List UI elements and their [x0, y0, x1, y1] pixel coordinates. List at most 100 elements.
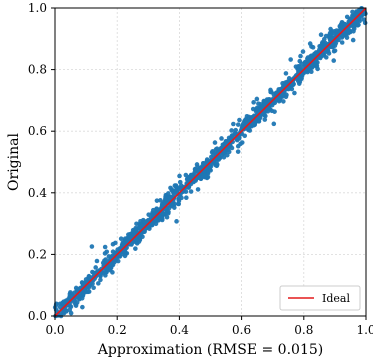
scatter-point — [209, 150, 215, 155]
scatter-point — [350, 9, 355, 15]
scatter-point — [163, 211, 168, 216]
scatter-point — [137, 225, 142, 231]
scatter-point — [174, 219, 179, 224]
scatter-point — [305, 68, 310, 73]
scatter-point — [204, 158, 210, 164]
scatter-point — [68, 310, 74, 316]
scatter-point — [73, 302, 78, 307]
scatter-point — [208, 168, 213, 173]
scatter-point — [309, 64, 314, 70]
scatter-point — [256, 119, 262, 124]
scatter-point — [129, 242, 134, 247]
scatter-point — [299, 75, 304, 81]
scatter-point — [166, 191, 171, 196]
scatter-point — [251, 100, 256, 105]
scatter-point — [81, 291, 86, 296]
scatter-point — [98, 277, 103, 283]
scatter-point — [154, 211, 160, 217]
scatter-point — [115, 258, 121, 264]
scatter-point — [263, 113, 268, 119]
scatter-point — [154, 198, 160, 203]
scatter-point — [96, 281, 101, 286]
scatter-point — [133, 246, 138, 251]
y-tick-label: 0.0 — [28, 309, 47, 323]
scatter-point — [297, 79, 303, 85]
scatter-point — [271, 121, 277, 127]
scatter-point — [69, 293, 74, 298]
scatter-point — [102, 244, 108, 250]
scatter-point — [283, 80, 288, 85]
scatter-point — [80, 281, 86, 286]
scatter-point — [269, 89, 274, 95]
scatter-point — [195, 187, 201, 192]
scatter-point — [176, 198, 182, 204]
scatter-point — [240, 124, 245, 129]
scatter-point — [229, 145, 235, 151]
scatter-point — [67, 303, 73, 308]
scatter-point — [212, 140, 218, 145]
scatter-point — [237, 117, 242, 123]
scatter-point — [284, 92, 289, 98]
scatter-point — [250, 106, 256, 112]
scatter-point — [298, 53, 303, 59]
scatter-point — [332, 48, 338, 53]
scatter-point — [183, 189, 189, 194]
scatter-point — [292, 90, 297, 96]
scatter-point — [73, 285, 79, 291]
scatter-point — [194, 168, 199, 174]
scatter-point — [235, 143, 241, 149]
scatter-point — [104, 249, 110, 255]
scatter-point — [264, 97, 270, 102]
y-tick-label: 0.4 — [28, 186, 47, 200]
scatter-point — [272, 109, 277, 114]
scatter-point — [327, 32, 333, 38]
scatter-point — [169, 187, 175, 192]
scatter-point — [110, 270, 115, 275]
scatter-point — [167, 195, 173, 200]
scatter-point — [158, 214, 164, 220]
scatter-point — [61, 299, 67, 304]
scatter-point — [331, 58, 337, 63]
scatter-point — [113, 240, 118, 246]
scatter-point — [233, 127, 239, 133]
scatter-point — [337, 24, 343, 30]
scatter-point — [149, 222, 154, 228]
scatter-point — [94, 258, 100, 264]
x-tick-label: 0.4 — [170, 323, 189, 337]
ideal-line — [54, 7, 367, 317]
scatter-point — [350, 37, 356, 43]
scatter-point — [259, 104, 265, 109]
scatter-point — [261, 100, 267, 105]
scatter-point — [91, 285, 96, 291]
scatter-point — [339, 40, 345, 45]
scatter-point — [57, 304, 63, 310]
y-tick-label: 0.6 — [28, 124, 47, 138]
scatter-point — [90, 281, 95, 286]
scatter-point — [345, 31, 351, 36]
scatter-point — [107, 266, 113, 271]
scatter-point — [276, 87, 281, 92]
scatter-point — [262, 117, 268, 122]
scatter-point — [76, 295, 82, 301]
scatter-point — [254, 96, 260, 102]
scatter-point — [201, 173, 207, 179]
scatter-point — [177, 179, 183, 185]
scatter-point — [177, 173, 182, 179]
y-axis-label: Original — [6, 133, 22, 191]
x-tick-label: 0.8 — [294, 323, 313, 337]
scatter-point — [134, 221, 139, 227]
axis-ticks: 0.0 0.2 0.4 0.6 0.8 1.0 0.0 0.2 0.4 0.6 0.8 1.0 — [28, 1, 373, 337]
scatter-point — [246, 127, 251, 133]
scatter-point — [118, 236, 124, 242]
scatter-point — [309, 69, 314, 75]
y-tick-label: 1.0 — [28, 1, 47, 15]
scatter-point — [288, 57, 293, 62]
scatter-point — [219, 136, 224, 141]
scatter-point — [347, 16, 352, 22]
scatter-point — [340, 20, 345, 26]
scatter-point — [172, 205, 177, 210]
scatter-point — [80, 304, 85, 310]
scatter-point — [281, 99, 286, 104]
scatter-point — [109, 262, 115, 267]
